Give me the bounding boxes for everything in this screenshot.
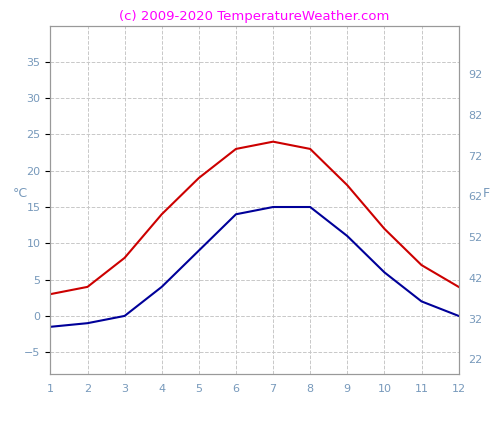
Y-axis label: F: F [483,187,490,200]
Y-axis label: °C: °C [13,187,28,200]
Title: (c) 2009-2020 TemperatureWeather.com: (c) 2009-2020 TemperatureWeather.com [119,10,390,23]
